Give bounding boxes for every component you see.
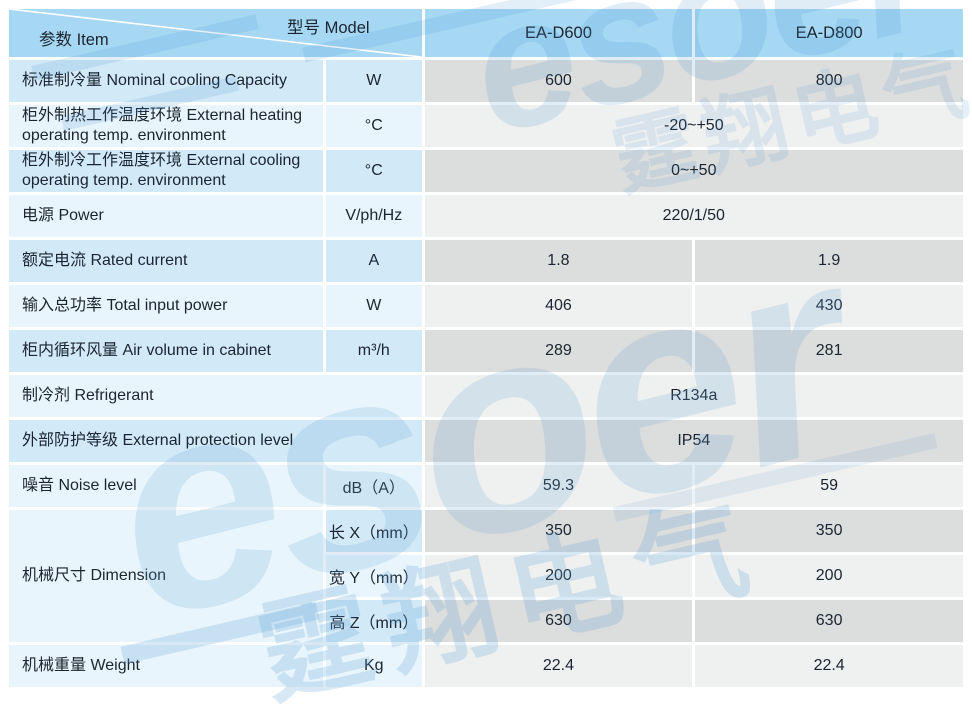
unit-cell: °C — [325, 150, 422, 192]
merged-value-cell: 0~+50 — [424, 150, 963, 192]
merged-value-cell: IP54 — [424, 420, 963, 462]
value-cell-d800: 800 — [695, 60, 963, 102]
value-cell-d800: 1.9 — [695, 240, 963, 282]
value-cell-d600: 200 — [424, 555, 693, 597]
unit-cell: °C — [325, 105, 422, 147]
value-cell-d800: 59 — [695, 465, 963, 507]
model-column-header-d800: EA-D800 — [695, 9, 963, 57]
unit-cell: W — [325, 60, 422, 102]
row-nominal-cooling-capacity: 标准制冷量 Nominal cooling Capacity W 600 800 — [9, 60, 963, 102]
model-column-header-d600: EA-D600 — [424, 9, 693, 57]
unit-cell: 长 X（mm） — [325, 510, 422, 552]
param-label: 噪音 Noise level — [9, 465, 323, 507]
item-header-label: 参数 Item — [39, 31, 109, 49]
row-total-input-power: 输入总功率 Total input power W 406 430 — [9, 285, 963, 327]
value-cell-d800: 430 — [695, 285, 963, 327]
unit-cell: dB（A） — [325, 465, 422, 507]
param-label: 柜外制热工作温度环境 External heating operating te… — [9, 105, 323, 147]
value-cell-d600: 406 — [424, 285, 693, 327]
param-label: 电源 Power — [9, 195, 323, 237]
spec-sheet: 型号 Model 参数 Item EA-D600 EA-D800 标准制冷量 N… — [6, 6, 966, 690]
dimension-group-label: 机械尺寸 Dimension — [9, 510, 323, 642]
row-dimension-z: 高 Z（mm） 630 630 — [9, 600, 963, 642]
param-label: 标准制冷量 Nominal cooling Capacity — [9, 60, 323, 102]
value-cell-d600: 289 — [424, 330, 693, 372]
value-cell-d600: 350 — [424, 510, 693, 552]
spec-table: 型号 Model 参数 Item EA-D600 EA-D800 标准制冷量 N… — [6, 6, 966, 690]
unit-cell: V/ph/Hz — [325, 195, 422, 237]
param-label: 外部防护等级 External protection level — [9, 420, 422, 462]
row-noise-level: 噪音 Noise level dB（A） 59.3 59 — [9, 465, 963, 507]
row-weight: 机械重量 Weight Kg 22.4 22.4 — [9, 645, 963, 687]
param-label: 机械重量 Weight — [9, 645, 323, 687]
unit-cell: Kg — [325, 645, 422, 687]
param-label: 额定电流 Rated current — [9, 240, 323, 282]
row-protection-level: 外部防护等级 External protection level IP54 — [9, 420, 963, 462]
model-header-label: 型号 Model — [287, 19, 370, 37]
row-dimension-x: 机械尺寸 Dimension 长 X（mm） 350 350 — [9, 510, 963, 642]
value-cell-d800: 630 — [695, 600, 963, 642]
unit-cell: 宽 Y（mm） — [325, 555, 422, 597]
row-power: 电源 Power V/ph/Hz 220/1/50 — [9, 195, 963, 237]
value-cell-d600: 600 — [424, 60, 693, 102]
param-label: 输入总功率 Total input power — [9, 285, 323, 327]
unit-cell: W — [325, 285, 422, 327]
param-label: 柜外制冷工作温度环境 External cooling operating te… — [9, 150, 323, 192]
header-row: 型号 Model 参数 Item EA-D600 EA-D800 — [9, 9, 963, 57]
unit-cell: 高 Z（mm） — [325, 600, 422, 642]
row-external-heating-temp: 柜外制热工作温度环境 External heating operating te… — [9, 105, 963, 147]
merged-value-cell: -20~+50 — [424, 105, 963, 147]
row-rated-current: 额定电流 Rated current A 1.8 1.9 — [9, 240, 963, 282]
header-corner-cell: 型号 Model 参数 Item — [9, 9, 422, 57]
row-air-volume: 柜内循环风量 Air volume in cabinet m³/h 289 28… — [9, 330, 963, 372]
param-label: 制冷剂 Refrigerant — [9, 375, 422, 417]
merged-value-cell: R134a — [424, 375, 963, 417]
value-cell-d600: 59.3 — [424, 465, 693, 507]
value-cell-d800: 281 — [695, 330, 963, 372]
merged-value-cell: 220/1/50 — [424, 195, 963, 237]
value-cell-d600: 22.4 — [424, 645, 693, 687]
unit-cell: m³/h — [325, 330, 422, 372]
value-cell-d800: 22.4 — [695, 645, 963, 687]
value-cell-d800: 200 — [695, 555, 963, 597]
unit-cell: A — [325, 240, 422, 282]
param-label: 柜内循环风量 Air volume in cabinet — [9, 330, 323, 372]
diagonal-divider-line — [9, 9, 422, 57]
value-cell-d800: 350 — [695, 510, 963, 552]
row-refrigerant: 制冷剂 Refrigerant R134a — [9, 375, 963, 417]
value-cell-d600: 1.8 — [424, 240, 693, 282]
row-external-cooling-temp: 柜外制冷工作温度环境 External cooling operating te… — [9, 150, 963, 192]
row-dimension-y: 宽 Y（mm） 200 200 — [9, 555, 963, 597]
value-cell-d600: 630 — [424, 600, 693, 642]
